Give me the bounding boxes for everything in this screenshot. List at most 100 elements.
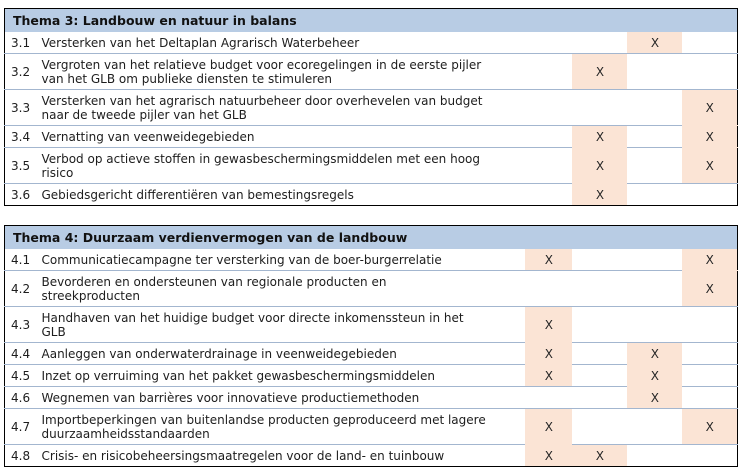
mark-empty-cell — [627, 444, 683, 467]
mark-x-cell: X — [682, 270, 738, 307]
mark-empty-cell — [682, 183, 738, 206]
mark-empty-cell — [627, 249, 682, 271]
mark-x-cell: X — [682, 249, 738, 271]
row-text: Gebiedsgericht differentiëren van bemest… — [37, 183, 526, 206]
mark-x-cell: X — [525, 306, 573, 343]
mark-empty-cell — [572, 249, 627, 271]
row-text: Crisis- en risicobeheersingsmaatregelen … — [37, 444, 526, 467]
table-row: 4.4 Aanleggen van onderwaterdrainage in v… — [4, 342, 738, 365]
mark-x-cell: X — [572, 53, 628, 90]
mark-empty-cell — [572, 89, 628, 126]
mark-empty-cell — [682, 364, 738, 387]
row-number: 4.8 — [4, 444, 38, 467]
row-text: Versterken van het agrarisch natuurbehee… — [37, 89, 526, 126]
row-text: Verbod op actieve stoffen in gewasbesche… — [37, 147, 526, 184]
table-row: 4.5 Inzet op verruiming van het pakket ge… — [4, 364, 738, 387]
row-number: 3.1 — [11, 35, 31, 50]
row-number: 4.4 — [4, 342, 38, 365]
table-row: 4.8 Crisis- en risicobeheersingsmaatregel… — [4, 444, 738, 467]
row-number: 4.6 — [4, 386, 38, 409]
table-title: Thema 3: Landbouw en natuur in balans — [4, 8, 738, 32]
row-number: 3.6 — [4, 183, 38, 206]
row-text: Communicatiecampagne ter versterking van… — [41, 252, 442, 267]
mark-empty-cell — [682, 306, 738, 343]
thema3-table: Thema 3: Landbouw en natuur in balans 3.… — [4, 8, 738, 206]
table-row: 4.3 Handhaven van het huidige budget voor… — [4, 306, 738, 343]
mark-empty-cell — [627, 53, 683, 90]
mark-x-cell: X — [525, 342, 573, 365]
mark-empty-cell — [525, 270, 573, 307]
mark-x-cell: X — [627, 32, 683, 54]
table-row: 3.2 Vergroten van het relatieve budget vo… — [4, 53, 738, 90]
table-header-row: Thema 4: Duurzaam verdienvermogen van de… — [4, 225, 738, 249]
mark-x-cell: X — [682, 147, 738, 184]
row-text: Inzet op verruiming van het pakket gewas… — [37, 364, 526, 387]
row-text: Importbeperkingen van buitenlandse produ… — [37, 408, 526, 445]
row-number: 4.3 — [4, 306, 38, 343]
table-row: 3.1 Versterken van het Deltaplan Agrarisc… — [5, 32, 738, 54]
mark-x-cell: X — [627, 386, 683, 409]
mark-empty-cell — [627, 183, 683, 206]
mark-empty-cell — [572, 306, 628, 343]
mark-empty-cell — [572, 32, 627, 54]
table-row: 3.4 Vernatting van veenweidegebieden X X — [4, 125, 738, 148]
mark-empty-cell — [627, 408, 683, 445]
row-number: 3.3 — [4, 89, 38, 126]
mark-empty-cell — [572, 342, 628, 365]
table-row: 4.2 Bevorderen en ondersteunen van region… — [4, 270, 738, 307]
mark-x-cell: X — [682, 125, 738, 148]
row-text: Versterken van het Deltaplan Agrarisch W… — [41, 35, 360, 50]
mark-x-cell: X — [572, 125, 628, 148]
mark-x-cell: X — [525, 249, 573, 271]
row-number: 3.2 — [4, 53, 38, 90]
mark-empty-cell — [525, 32, 572, 54]
mark-empty-cell — [572, 364, 628, 387]
mark-empty-cell — [682, 386, 738, 409]
table-row: 4.7 Importbeperkingen van buitenlandse pr… — [4, 408, 738, 445]
mark-empty-cell — [525, 183, 573, 206]
table-header-row: Thema 3: Landbouw en natuur in balans — [4, 8, 738, 32]
mark-x-cell: X — [627, 364, 683, 387]
mark-x-cell: X — [572, 183, 628, 206]
mark-x-cell: X — [525, 444, 573, 467]
table-row: 3.5 Verbod op actieve stoffen in gewasbes… — [4, 147, 738, 184]
row-number: 4.7 — [4, 408, 38, 445]
row-text: Bevorderen en ondersteunen van regionale… — [37, 270, 526, 307]
mark-x-cell: X — [525, 408, 573, 445]
mark-x-cell: X — [572, 444, 628, 467]
mark-empty-cell — [682, 53, 738, 90]
mark-empty-cell — [525, 89, 573, 126]
mark-empty-cell — [572, 270, 628, 307]
mark-empty-cell — [572, 408, 628, 445]
mark-x-cell: X — [572, 147, 628, 184]
mark-empty-cell — [627, 306, 683, 343]
table-row: 4.1 Communicatiecampagne ter versterking … — [5, 249, 738, 271]
mark-empty-cell — [525, 386, 573, 409]
mark-x-cell: X — [682, 89, 738, 126]
thema4-table: Thema 4: Duurzaam verdienvermogen van de… — [4, 225, 738, 467]
table-row: 3.3 Versterken van het agrarisch natuurbe… — [4, 89, 738, 126]
row-number: 3.5 — [4, 147, 38, 184]
mark-empty-cell — [682, 342, 738, 365]
mark-empty-cell — [525, 147, 573, 184]
mark-empty-cell — [525, 53, 573, 90]
row-text: Vergroten van het relatieve budget voor … — [37, 53, 526, 90]
mark-empty-cell — [682, 444, 738, 467]
mark-empty-cell — [627, 270, 683, 307]
mark-x-cell: X — [627, 342, 683, 365]
row-number: 4.1 — [11, 252, 31, 267]
table-title: Thema 4: Duurzaam verdienvermogen van de… — [4, 225, 738, 249]
mark-x-cell: X — [682, 408, 738, 445]
row-number: 4.2 — [4, 270, 38, 307]
mark-empty-cell — [627, 147, 683, 184]
row-text: Handhaven van het huidige budget voor di… — [37, 306, 526, 343]
table-row: 3.6 Gebiedsgericht differentiëren van bem… — [4, 183, 738, 206]
row-text: Vernatting van veenweidegebieden — [37, 125, 526, 148]
mark-empty-cell — [682, 32, 737, 54]
row-number: 3.4 — [4, 125, 38, 148]
row-text: Aanleggen van onderwaterdrainage in veen… — [37, 342, 526, 365]
mark-empty-cell — [627, 125, 683, 148]
mark-empty-cell — [525, 125, 573, 148]
row-number: 4.5 — [4, 364, 38, 387]
